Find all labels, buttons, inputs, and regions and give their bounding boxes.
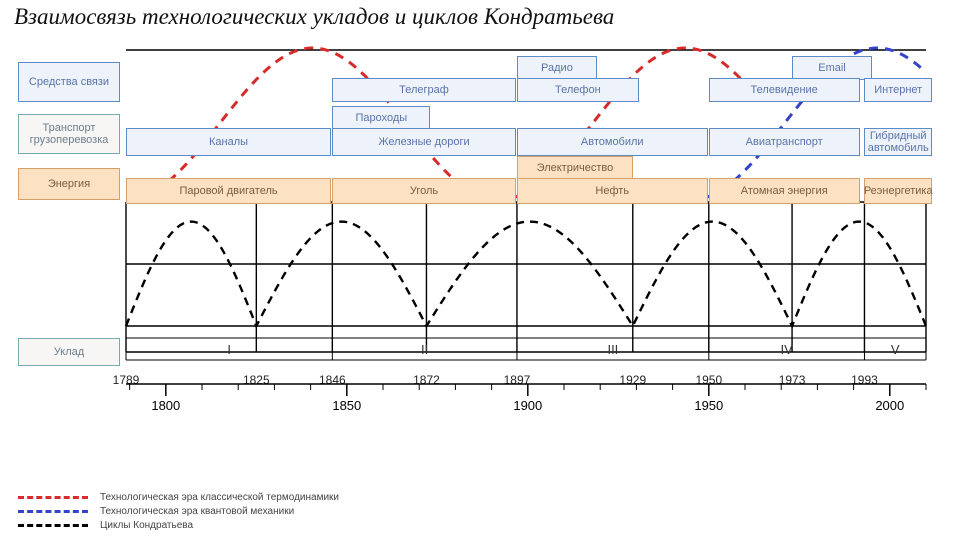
legend-item: Технологическая эра квантовой механики [18,506,339,517]
row-label: Транспорт грузоперевозка [18,114,120,154]
legend-swatch [18,496,88,499]
kondratiev-chart: IIIIIIIVV1789182518461872189719291950197… [0,34,960,504]
legend-text: Технологическая эра квантовой механики [100,506,294,517]
svg-text:1789: 1789 [113,373,140,387]
svg-text:1897: 1897 [504,373,531,387]
tech-box: Железные дороги [332,128,515,156]
uklad-label: II [421,342,428,357]
svg-text:1872: 1872 [413,373,440,387]
legend-item: Технологическая эра классической термоди… [18,492,339,503]
uklad-label: IV [780,342,793,357]
legend-swatch [18,524,88,527]
tech-box: Атомная энергия [709,178,860,204]
legend-swatch [18,510,88,513]
uklad-label: I [227,342,231,357]
legend-item: Циклы Кондратьева [18,520,339,531]
svg-text:1993: 1993 [851,373,878,387]
row-label: Уклад [18,338,120,366]
legend-text: Циклы Кондратьева [100,520,193,531]
svg-text:1900: 1900 [513,398,542,413]
page: Взаимосвязь технологических укладов и ци… [0,0,960,540]
row-label: Энергия [18,168,120,200]
svg-text:1825: 1825 [243,373,270,387]
svg-text:2000: 2000 [875,398,904,413]
tech-box: Email [792,56,872,80]
tech-box: Телеграф [332,78,515,102]
tech-box: Уголь [332,178,515,204]
tech-box: Пароходы [332,106,430,130]
legend: Технологическая эра классической термоди… [18,489,339,534]
tech-box: Паровой двигатель [126,178,331,204]
tech-box: Электричество [517,156,633,180]
row-label: Средства связи [18,62,120,102]
svg-text:1973: 1973 [779,373,806,387]
uklad-label: III [607,342,618,357]
tech-box: Нефть [517,178,708,204]
tech-box: Реэнергетика [864,178,932,204]
tech-box: Телефон [517,78,639,102]
svg-text:1850: 1850 [332,398,361,413]
svg-text:1846: 1846 [319,373,346,387]
tech-box: Интернет [864,78,932,102]
page-title: Взаимосвязь технологических укладов и ци… [14,4,960,30]
legend-text: Технологическая эра классической термоди… [100,492,339,503]
tech-box: Автомобили [517,128,708,156]
svg-text:1950: 1950 [694,398,723,413]
tech-box: Авиатранспорт [709,128,860,156]
tech-box: Радио [517,56,597,80]
svg-text:1929: 1929 [619,373,646,387]
uklad-label: V [891,342,900,357]
tech-box: Каналы [126,128,331,156]
tech-box: Телевидение [709,78,860,102]
tech-box: Гибридный автомобиль [864,128,932,156]
svg-text:1800: 1800 [151,398,180,413]
